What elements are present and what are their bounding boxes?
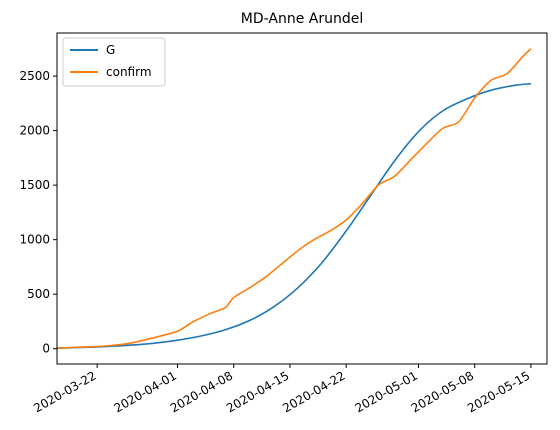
- y-tick-label: 1000: [19, 233, 50, 247]
- legend: G confirm: [62, 37, 166, 87]
- legend-label-confirm: confirm: [106, 65, 152, 79]
- y-tick-label: 2500: [19, 69, 50, 83]
- y-tick-label: 1500: [19, 178, 50, 192]
- y-tick-label: 500: [27, 287, 50, 301]
- chart-title: MD-Anne Arundel: [241, 11, 363, 27]
- y-tick-label: 0: [42, 342, 50, 356]
- axes-frame: [56, 32, 548, 365]
- y-tick-label: 2000: [19, 124, 50, 138]
- series-line-confirm: [56, 48, 532, 349]
- series-line-g: [56, 82, 531, 349]
- legend-label-g: G: [106, 43, 115, 57]
